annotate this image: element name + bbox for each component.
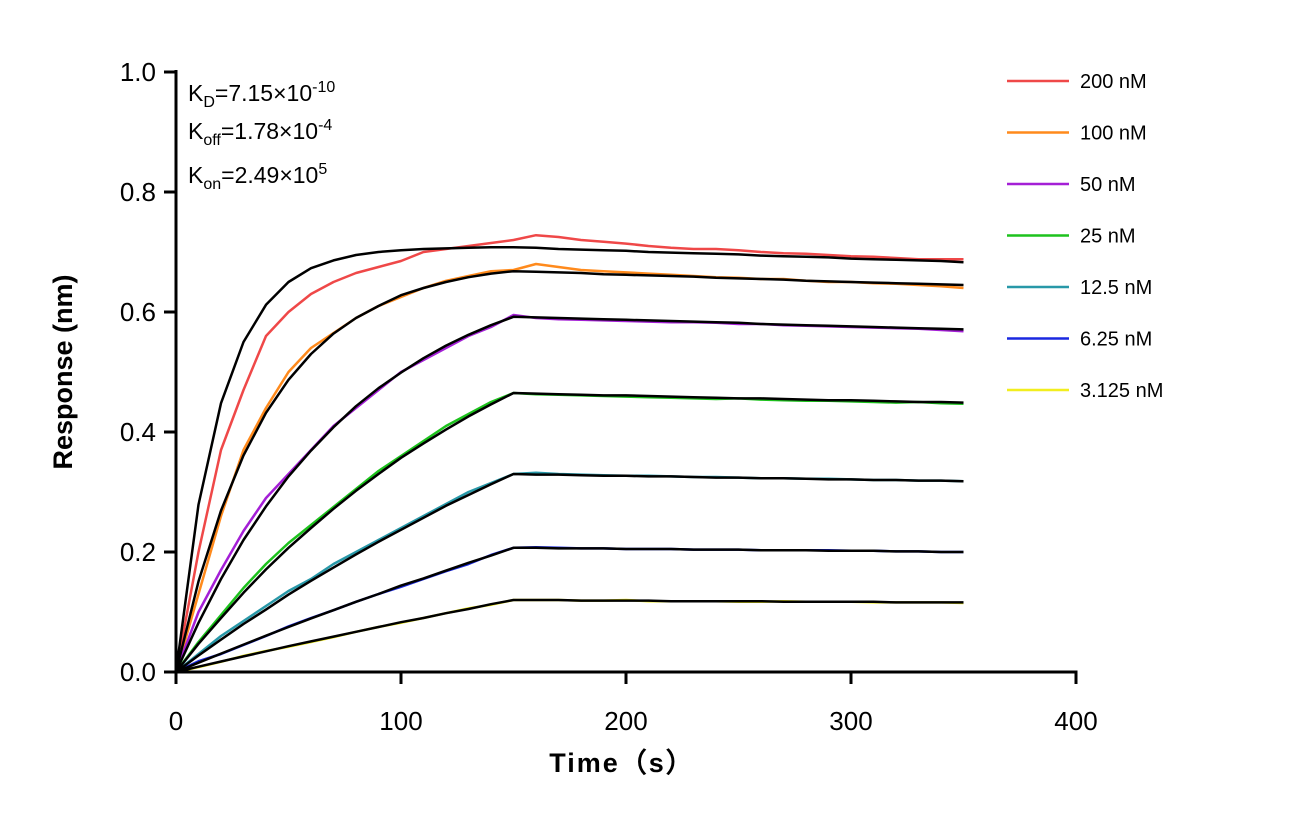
legend-label-0: 200 nM: [1080, 71, 1147, 93]
legend-label-4: 12.5 nM: [1080, 277, 1152, 299]
fit-line-4: [175, 472, 964, 674]
x-tick-label: 400: [1054, 706, 1097, 736]
kd-annotation: KD=7.15×10-10: [188, 79, 335, 111]
series-line-3: [175, 391, 964, 673]
y-axis-label: Response (nm): [48, 274, 78, 469]
fit-line-0: [174, 245, 964, 673]
legend: 200 nM 100 nM 50 nM 25 nM 12.5 nM 6.25 nM 3.12…: [1007, 71, 1163, 402]
plot-area: [174, 233, 964, 674]
legend-label-2: 50 nM: [1080, 174, 1136, 196]
y-tick-label: 0.6: [120, 297, 156, 327]
series-line-2: [174, 313, 964, 673]
legend-label-5: 6.25 nM: [1080, 329, 1152, 351]
axes: 0.0 0.2 0.4 0.6 0.8 1.0 0 100 200 300 400: [120, 57, 1098, 736]
series-line-6: [175, 598, 964, 674]
x-tick-label: 300: [829, 706, 872, 736]
fit-line-3: [175, 391, 964, 673]
series-line-5: [175, 545, 964, 674]
fit-line-2: [174, 315, 964, 673]
annotation-kinetics: KD=7.15×10-10 Koff=1.78×10-4 Kon=2.49×10…: [188, 79, 335, 193]
y-tick-label: 0.0: [120, 657, 156, 687]
fit-line-1: [174, 269, 964, 673]
y-tick-label: 1.0: [120, 57, 156, 87]
y-tick-label: 0.2: [120, 537, 156, 567]
legend-label-3: 25 nM: [1080, 226, 1136, 248]
series-line-4: [175, 471, 964, 673]
legend-label-6: 3.125 nM: [1080, 380, 1163, 402]
fit-line-5: [175, 546, 964, 674]
koff-annotation: Koff=1.78×10-4: [188, 117, 332, 149]
y-tick-label: 0.8: [120, 177, 156, 207]
series-line-0: [174, 233, 964, 673]
x-tick-label: 0: [169, 706, 183, 736]
x-tick-label: 100: [379, 706, 422, 736]
y-tick-label: 0.4: [120, 417, 156, 447]
x-axis-label: Time（s）: [549, 748, 695, 778]
legend-label-1: 100 nM: [1080, 123, 1147, 145]
fit-line-6: [175, 598, 964, 674]
kon-annotation: Kon=2.49×105: [188, 161, 327, 193]
x-tick-label: 200: [604, 706, 647, 736]
